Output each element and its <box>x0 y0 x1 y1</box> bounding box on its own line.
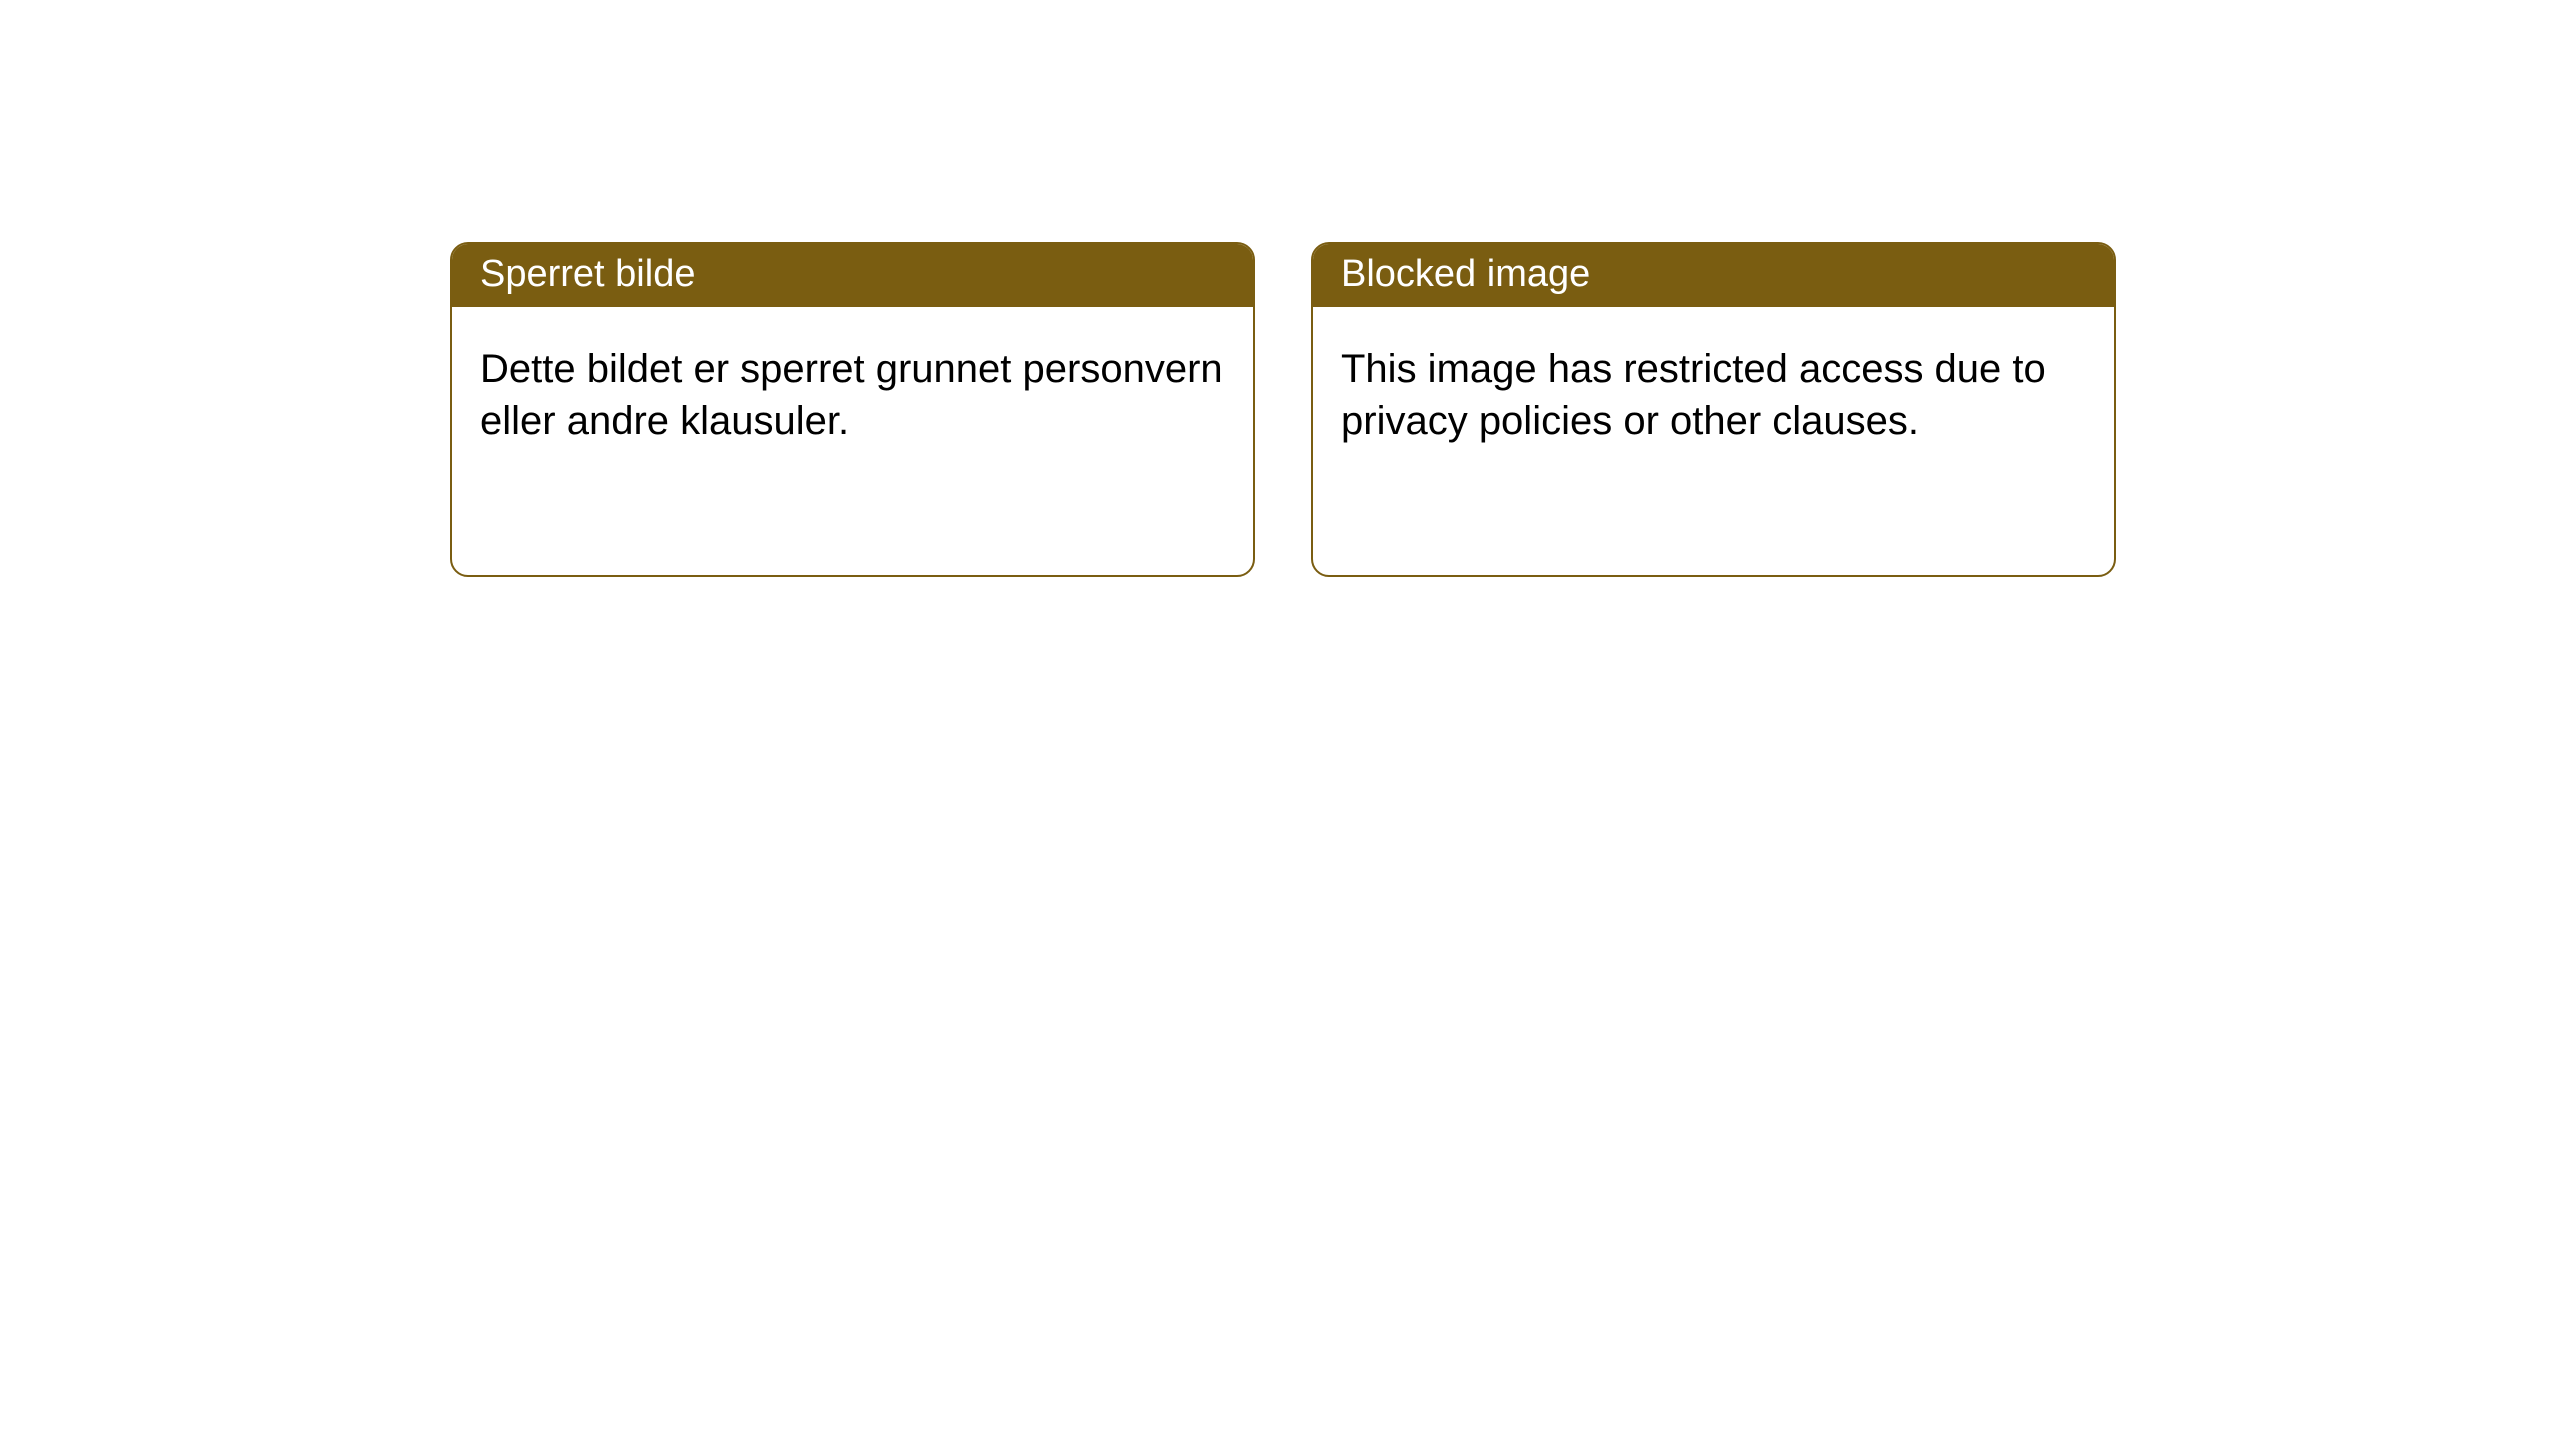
notice-body: This image has restricted access due to … <box>1313 307 2114 475</box>
notice-container: Sperret bilde Dette bildet er sperret gr… <box>0 0 2560 577</box>
notice-title: Blocked image <box>1313 244 2114 307</box>
notice-body: Dette bildet er sperret grunnet personve… <box>452 307 1253 475</box>
notice-card-norwegian: Sperret bilde Dette bildet er sperret gr… <box>450 242 1255 577</box>
notice-title: Sperret bilde <box>452 244 1253 307</box>
notice-card-english: Blocked image This image has restricted … <box>1311 242 2116 577</box>
